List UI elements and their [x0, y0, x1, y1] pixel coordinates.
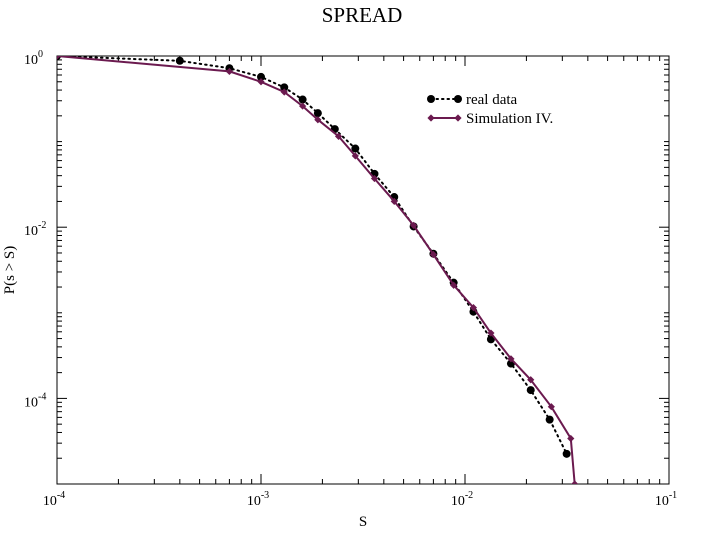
data-point	[334, 132, 343, 141]
tick-labels: 10-4 10-3 10-2 10-1 100 10-2 10-4	[24, 49, 677, 509]
data-point	[567, 434, 575, 443]
legend-marker	[427, 95, 435, 103]
y-axis-label: P(s > S)	[2, 246, 18, 294]
data-point	[450, 281, 458, 289]
series-simulation	[57, 56, 579, 484]
y-tick-label: 10-2	[24, 220, 46, 239]
plot-frame	[56, 55, 670, 485]
legend-marker	[454, 95, 462, 103]
data-point	[57, 56, 61, 60]
data-point	[410, 221, 418, 229]
legend-label: Simulation IV.	[466, 111, 553, 127]
data-point	[545, 415, 554, 424]
data-point	[486, 335, 495, 344]
data-point	[429, 250, 437, 259]
axis-ticks	[56, 55, 669, 485]
data-point	[370, 174, 379, 183]
y-tick-label: 10-4	[24, 391, 46, 410]
data-point	[299, 102, 307, 110]
data-point	[527, 376, 535, 384]
x-tick-label: 10-4	[43, 490, 65, 509]
legend: real data Simulation IV.	[427, 92, 553, 127]
legend-marker	[427, 114, 435, 122]
y-tick-label: 100	[24, 49, 43, 68]
data-point	[390, 197, 398, 206]
data-point	[257, 78, 265, 86]
legend-item: real data	[427, 92, 518, 108]
x-tick-label: 10-2	[451, 490, 473, 509]
data-point	[487, 329, 495, 337]
legend-item: Simulation IV.	[427, 111, 553, 127]
data-point	[526, 386, 535, 395]
legend-label: real data	[466, 92, 518, 108]
data-point	[257, 72, 265, 81]
data-point	[313, 109, 322, 118]
data-point	[562, 449, 571, 458]
data-point	[469, 304, 478, 312]
data-point	[314, 116, 322, 124]
legend-marker	[454, 114, 462, 122]
data-point	[351, 144, 360, 153]
data-point	[571, 480, 579, 484]
data-point	[351, 152, 359, 160]
data-point	[507, 355, 515, 363]
chart-title: SPREAD	[322, 3, 403, 27]
data-point	[547, 403, 555, 411]
series-line	[57, 56, 568, 455]
data-point	[175, 56, 184, 65]
data-point	[280, 88, 288, 96]
x-axis-label: S	[359, 514, 367, 530]
x-tick-label: 10-3	[247, 490, 269, 509]
series-clip-group	[57, 56, 579, 484]
series-line	[57, 56, 576, 484]
data-point	[280, 83, 289, 92]
x-tick-label: 10-1	[655, 490, 677, 509]
data-point	[225, 67, 233, 76]
series-layer	[57, 56, 579, 484]
data-point	[298, 95, 307, 104]
